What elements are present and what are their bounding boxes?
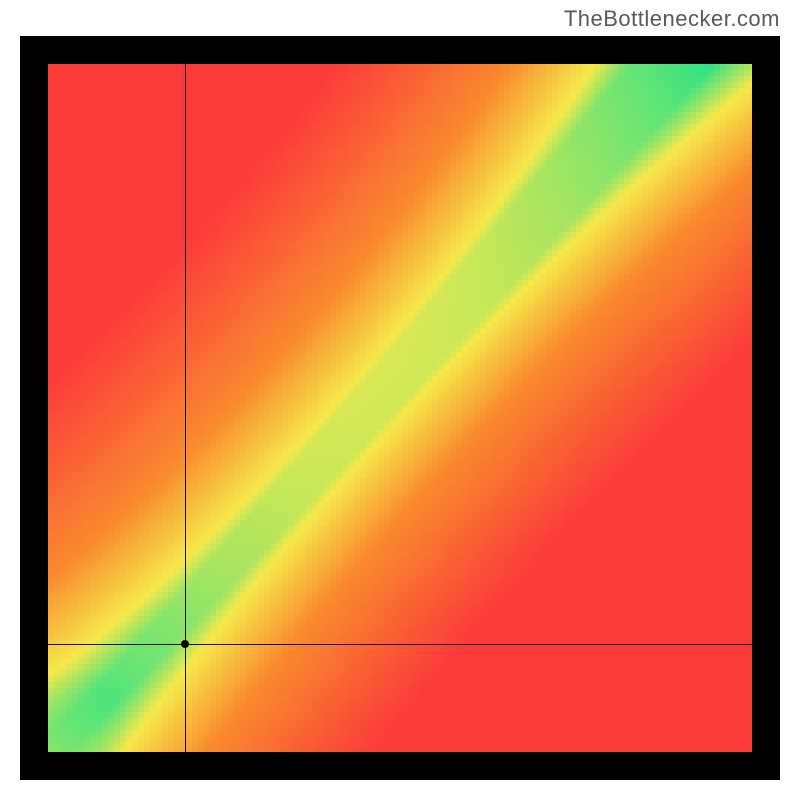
crosshair-horizontal [48,644,752,645]
heatmap-canvas [48,64,752,752]
crosshair-vertical [185,64,186,752]
heatmap-inner [48,64,752,752]
watermark-text: TheBottlenecker.com [564,6,780,32]
crosshair-marker [181,640,189,648]
bottleneck-heatmap [20,36,780,780]
